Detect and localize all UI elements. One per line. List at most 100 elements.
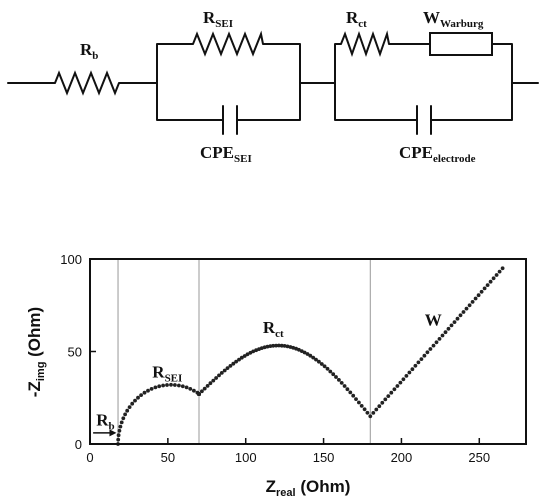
data-point (254, 348, 258, 353)
data-point (470, 300, 475, 304)
data-point (127, 405, 132, 409)
data-point (386, 394, 391, 398)
data-point (491, 276, 496, 281)
data-point (392, 387, 397, 392)
data-point (245, 352, 250, 357)
data-point (239, 355, 244, 360)
data-point (297, 347, 301, 352)
data-point (485, 283, 490, 287)
resistor-rsei (192, 30, 264, 57)
data-point (449, 323, 454, 328)
data-point (123, 412, 127, 417)
data-point (251, 349, 256, 354)
data-point (476, 293, 481, 298)
data-point (479, 289, 484, 294)
data-point (362, 407, 367, 412)
data-point (146, 388, 150, 393)
data-point (497, 269, 502, 274)
annotation-main: R (96, 411, 109, 430)
data-point (153, 385, 158, 390)
data-point (248, 350, 253, 355)
data-point (302, 350, 307, 355)
annotation-label: W (425, 311, 442, 330)
data-point (142, 390, 147, 395)
data-point (305, 352, 310, 356)
data-point (285, 344, 290, 349)
annotation-label: Rct (263, 318, 284, 340)
x-tick-label: 250 (468, 450, 490, 465)
x-tick-label: 200 (391, 450, 413, 465)
label-rsei: RSEI (203, 8, 233, 30)
chart-annotations: Rb RSEI Rct W (96, 311, 442, 433)
data-point (500, 266, 505, 271)
data-point (265, 344, 270, 349)
data-point (467, 303, 472, 308)
data-point (279, 343, 284, 348)
data-point (488, 279, 493, 284)
data-point (282, 344, 287, 348)
data-point (482, 286, 487, 291)
data-point (242, 354, 247, 358)
axis-ticks (89, 258, 481, 445)
parallel1-frame (156, 43, 301, 121)
data-point (473, 296, 478, 301)
data-point (425, 350, 430, 355)
y-axis-label: -Zimg (Ohm) (25, 307, 47, 397)
data-point (173, 383, 177, 387)
data-point (274, 343, 278, 348)
data-point (437, 337, 442, 341)
data-point (136, 395, 140, 400)
data-point (416, 360, 421, 365)
y-tick-label: 0 (75, 437, 82, 452)
data-point (446, 326, 451, 331)
data-point (458, 313, 463, 318)
data-point (314, 357, 318, 362)
data-point (117, 428, 122, 433)
data-point (422, 353, 427, 358)
data-point (268, 344, 273, 348)
data-point (271, 343, 276, 348)
annotation-label: RSEI (152, 362, 182, 384)
data-point (231, 361, 236, 366)
data-point (398, 380, 403, 385)
data-point (116, 433, 121, 438)
data-point (325, 366, 330, 371)
data-point (389, 390, 394, 395)
data-point (443, 330, 448, 335)
data-point (133, 398, 137, 403)
data-point (177, 383, 181, 388)
data-point (368, 414, 373, 419)
rb-arrow-head (109, 429, 117, 437)
data-point (410, 367, 415, 372)
data-point (354, 397, 358, 401)
data-point (464, 306, 469, 311)
data-point (452, 320, 457, 324)
capacitor-cpe-electrode (416, 105, 432, 135)
data-point (428, 347, 433, 351)
data-point (228, 364, 233, 368)
annotation-label: Rb (96, 411, 114, 433)
data-point (419, 357, 424, 361)
x-tick-label: 150 (313, 450, 335, 465)
nyquist-data-points (116, 266, 505, 446)
data-point (225, 366, 230, 370)
label-rb: Rb (80, 40, 98, 62)
data-point (322, 364, 327, 369)
annotation-main: R (152, 362, 165, 381)
data-point (494, 273, 499, 277)
data-point (413, 363, 418, 368)
data-point (169, 382, 173, 387)
data-point (277, 343, 281, 348)
data-point (299, 349, 304, 353)
y-tick-label: 100 (60, 252, 82, 267)
data-point (377, 404, 382, 409)
data-point (121, 416, 126, 421)
data-point (440, 333, 445, 338)
data-point (149, 387, 154, 391)
data-point (202, 386, 207, 391)
data-point (200, 389, 204, 394)
data-point (380, 400, 385, 405)
tick-labels: 0 50 100 150 200 250 0 50 100 (60, 252, 490, 465)
